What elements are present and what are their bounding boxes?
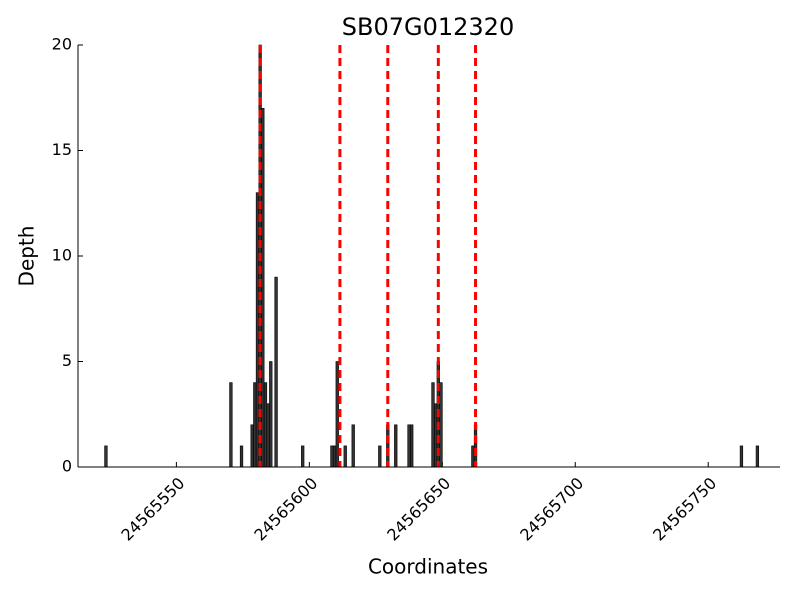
bar — [274, 276, 278, 468]
bar — [330, 445, 334, 468]
y-tick-label: 15 — [52, 140, 72, 159]
bar — [439, 382, 443, 468]
x-tick-label: 24565650 — [383, 474, 454, 545]
bar — [431, 382, 435, 468]
bar — [301, 445, 305, 468]
bar — [473, 424, 478, 468]
x-axis-label: Coordinates — [368, 555, 488, 579]
bar — [378, 445, 382, 468]
bar — [351, 424, 355, 468]
bar — [755, 445, 760, 468]
y-tick-label: 20 — [52, 35, 72, 54]
bar — [261, 108, 265, 468]
bar — [386, 424, 390, 468]
bar — [335, 361, 339, 468]
y-tick-label: 0 — [62, 457, 72, 476]
bar — [410, 424, 414, 468]
bar — [343, 445, 347, 468]
bar — [394, 424, 398, 468]
bar — [239, 445, 244, 468]
bar — [332, 445, 337, 468]
y-axis-label: Depth — [15, 226, 39, 287]
bar — [407, 424, 411, 468]
x-tick-label: 24565750 — [649, 474, 720, 545]
y-tick-label: 5 — [62, 351, 72, 370]
bar — [263, 382, 268, 468]
bar — [434, 403, 438, 468]
bar — [104, 445, 108, 468]
x-tick-label: 24565600 — [250, 474, 321, 545]
y-tick-label: 10 — [52, 246, 72, 265]
bar — [471, 445, 475, 468]
bar — [739, 445, 744, 468]
bar — [253, 382, 257, 468]
x-tick-label: 24565700 — [516, 474, 587, 545]
chart-title: SB07G012320 — [342, 13, 514, 41]
bar — [269, 361, 273, 468]
bar — [255, 192, 260, 468]
x-tick-label: 24565550 — [117, 474, 188, 545]
bar — [266, 403, 270, 468]
bar — [229, 382, 233, 468]
bar — [250, 424, 254, 468]
